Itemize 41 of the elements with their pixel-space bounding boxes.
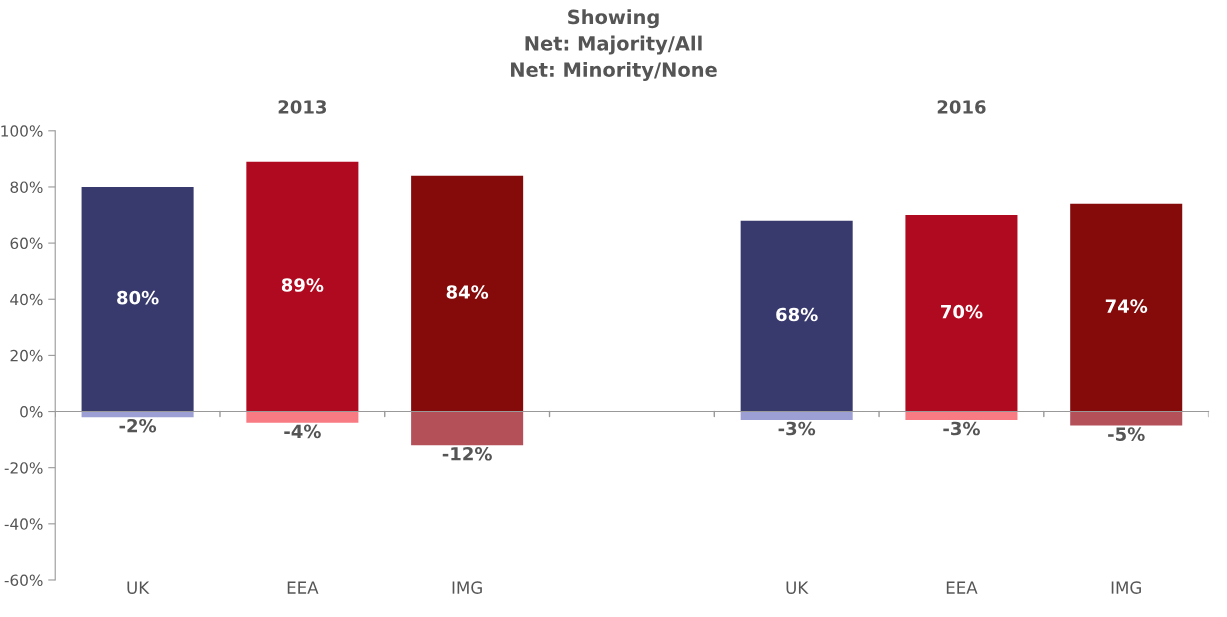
y-tick-label: 40%: [10, 293, 43, 306]
x-tick-label: UK: [786, 581, 809, 594]
bar: [1070, 203, 1183, 412]
y-tick-label: -60%: [4, 574, 43, 586]
data-label: 70%: [941, 304, 983, 319]
y-tick-label: 100%: [1, 125, 43, 137]
data-label: -12%: [442, 446, 492, 461]
data-label: -3%: [778, 421, 816, 436]
bar: [411, 175, 524, 412]
bar: [740, 220, 853, 412]
chart-title: Showing Net: Majority/All Net: Minority/None: [511, 9, 717, 81]
data-label: 89%: [281, 278, 324, 292]
data-label: 80%: [117, 290, 159, 305]
x-tick-label: UK: [127, 581, 150, 594]
y-tick-label: 80%: [10, 181, 43, 193]
text: 2016: [937, 100, 986, 114]
y-tick-label: -20%: [4, 462, 43, 474]
data-label: -5%: [1108, 427, 1145, 441]
y-tick-label: 60%: [10, 237, 43, 250]
data-label: -4%: [284, 424, 321, 439]
x-tick-label: EEA: [287, 581, 319, 594]
bar: [740, 411, 853, 420]
text: 2013: [278, 100, 327, 114]
data-label: 68%: [776, 307, 818, 322]
bar: [905, 411, 1018, 420]
x-tick-label: IMG: [452, 581, 482, 594]
bar: [411, 411, 524, 446]
data-label: -3%: [943, 421, 980, 436]
y-tick-label: -40%: [4, 518, 43, 530]
bar: [246, 161, 359, 412]
y-tick-label: 0%: [20, 406, 43, 418]
bar: [905, 215, 1018, 412]
bar: [1070, 411, 1183, 426]
bar: [81, 186, 194, 412]
data-label: 74%: [1105, 299, 1148, 313]
data-label: 84%: [446, 285, 489, 299]
bar: [246, 411, 359, 423]
x-tick-label: IMG: [1111, 581, 1141, 594]
data-label: -2%: [119, 418, 157, 433]
x-tick-label: EEA: [946, 581, 978, 594]
y-tick-label: 20%: [10, 349, 43, 362]
